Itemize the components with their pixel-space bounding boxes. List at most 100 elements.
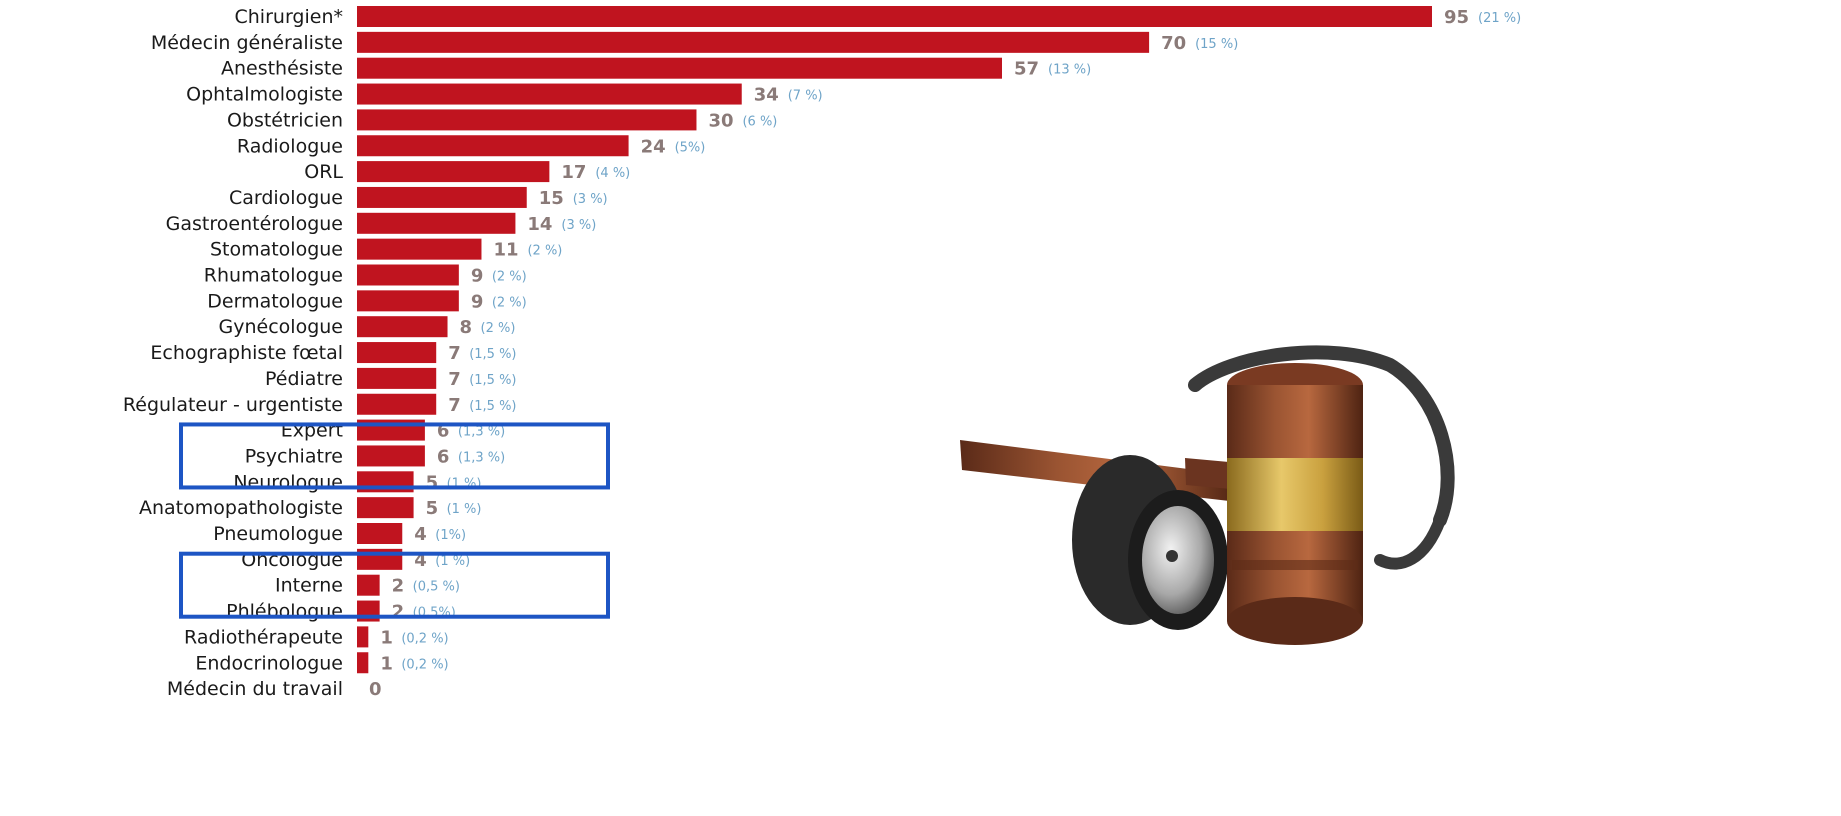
bar [357,161,550,183]
bar [357,212,516,234]
value-label: 30 [708,110,733,131]
category-label: Radiologue [237,135,343,157]
bar [357,83,742,105]
percent-label: (2 %) [492,295,527,310]
category-label: Gynécologue [219,316,343,338]
percent-label: (1 %) [447,502,482,517]
bar [357,109,697,131]
category-label: Chirurgien* [235,6,344,28]
value-label: 5 [426,472,439,493]
category-label: Rhumatologue [204,265,343,287]
labels-layer: Chirurgien* 95 (21 %)Médecin généraliste 70… [123,6,1521,700]
percent-label: (1,3 %) [458,450,505,465]
percent-label: (21 %) [1478,11,1521,26]
value-label: 95 [1444,7,1469,28]
bars-layer [357,6,1432,674]
bar [357,445,425,467]
value-label: 7 [448,395,461,416]
bar [357,523,403,544]
bar [357,264,459,286]
value-label: 2 [392,576,405,597]
value-label: 8 [460,317,473,338]
percent-label: (15 %) [1195,37,1238,52]
percent-label: (2 %) [492,270,527,285]
value-label: 7 [448,369,461,390]
value-label: 4 [414,524,427,545]
bar [357,31,1150,53]
category-label: Gastroentérologue [166,213,343,235]
bar [357,316,448,338]
value-label: 0 [369,679,382,700]
bar [357,626,369,648]
gavel-head-shape [1227,385,1363,460]
category-label: Stomatologue [210,239,343,261]
value-label: 15 [539,188,564,209]
category-label: Obstétricien [227,109,343,131]
category-label: Anesthésiste [221,58,343,80]
percent-label: (1,5 %) [469,399,516,414]
value-label: 14 [527,214,552,235]
bar [357,393,437,415]
highlight-box [179,551,610,619]
bar [357,290,459,312]
percent-label: (0,5 %) [413,580,460,595]
bar [357,574,380,596]
category-label: ORL [304,161,343,183]
category-label: Interne [275,575,343,597]
category-label: Radiothérapeute [184,626,343,648]
category-label: Phlébologue [226,601,343,623]
category-label: Pédiatre [265,368,343,390]
value-label: 57 [1014,59,1039,80]
stethoscope-tube-shape [1188,345,1455,527]
percent-label: (7 %) [788,89,823,104]
percent-label: (4 %) [595,166,630,181]
value-label: 1 [380,627,393,648]
percent-label: (13 %) [1048,63,1091,78]
percent-label: (6 %) [742,114,777,129]
bar [357,6,1432,27]
bar [357,135,629,157]
value-label: 2 [392,602,405,623]
bar [357,186,527,208]
category-label: Ophtalmologiste [186,84,343,106]
gavel-head-shape [1232,560,1358,570]
value-label: 11 [493,240,518,261]
percent-label: (1,3 %) [458,425,505,440]
category-label: Régulateur - urgentiste [123,394,343,416]
percent-label: (1 %) [435,554,470,569]
percent-label: (3 %) [573,192,608,207]
value-label: 9 [471,266,484,287]
bar [357,238,482,260]
bar [357,342,437,364]
percent-label: (0,2 %) [401,631,448,646]
value-label: 7 [448,343,461,364]
value-label: 17 [561,162,586,183]
category-label: Anatomopathologiste [139,497,343,519]
percent-label: (5%) [675,140,706,155]
stethoscope-tube-shape [1374,514,1446,570]
value-label: 9 [471,291,484,312]
percent-label: (1%) [435,528,466,543]
percent-label: (1,5 %) [469,373,516,388]
bar [357,497,414,519]
category-label: Cardiologue [229,187,343,209]
highlight-box [179,422,610,490]
value-label: 5 [426,498,439,519]
bar [357,367,437,389]
gavel-brass-band-shape [1227,458,1363,533]
category-label: Endocrinologue [195,652,343,674]
gavel-and-stethoscope-icon [960,345,1455,645]
gavel-head-shape [1227,597,1363,645]
percent-label: (2 %) [527,244,562,259]
stethoscope-diaphragm-shape [1166,550,1178,562]
percent-label: (3 %) [561,218,596,233]
category-label: Médecin du travail [167,678,343,700]
value-label: 70 [1161,33,1186,54]
percent-label: (1,5 %) [469,347,516,362]
percent-label: (2 %) [481,321,516,336]
bar [357,57,1002,79]
percent-label: (0,2 %) [401,657,448,672]
value-label: 6 [437,446,450,467]
